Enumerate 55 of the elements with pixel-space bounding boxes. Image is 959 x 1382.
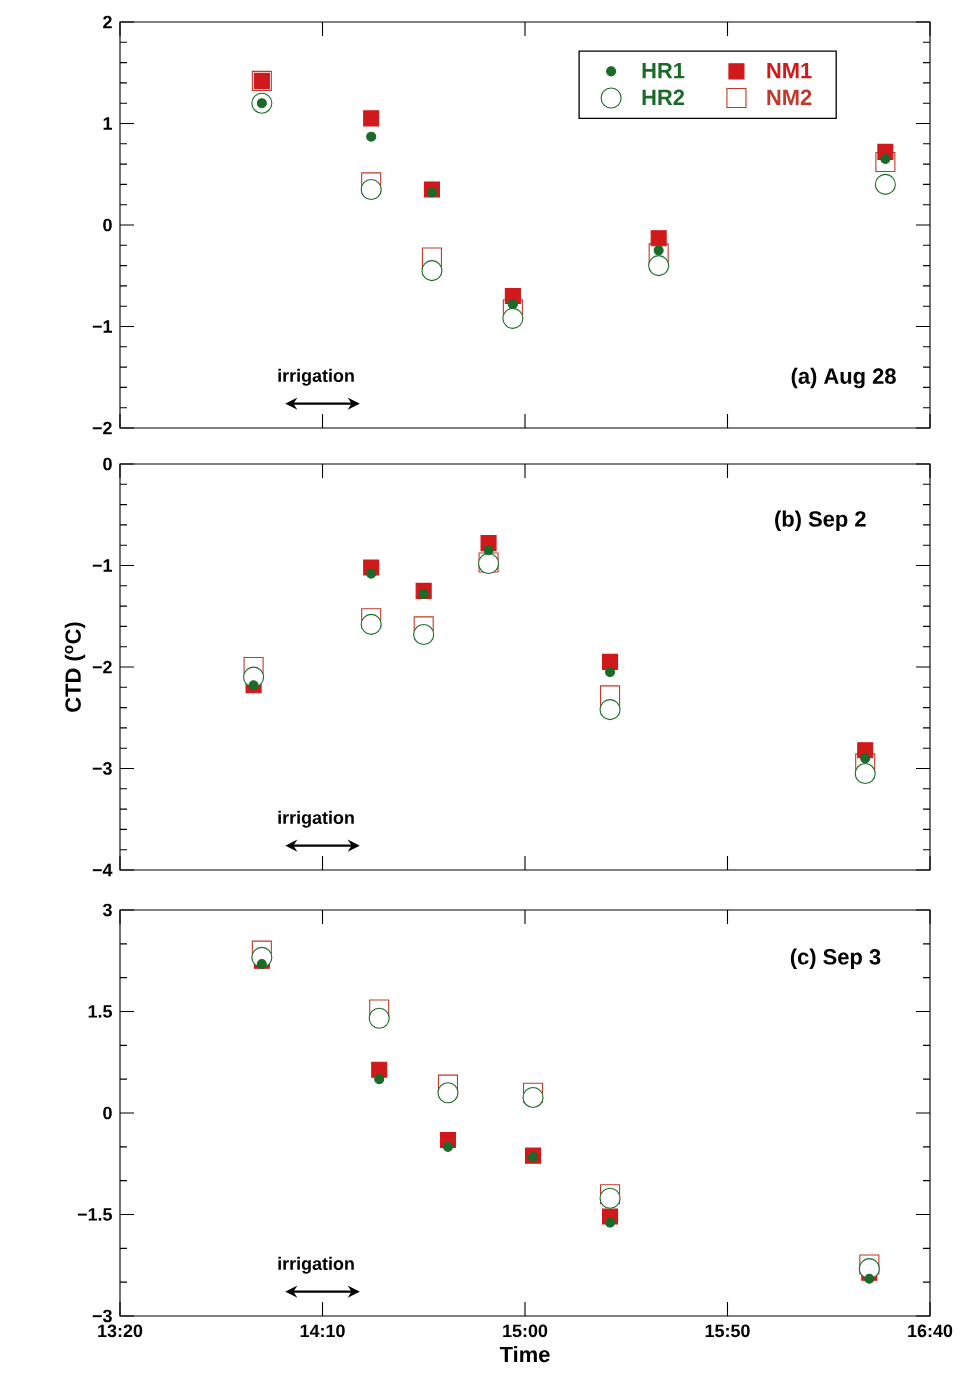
point bbox=[374, 1074, 385, 1085]
legend-label: HR1 bbox=[642, 63, 685, 79]
point bbox=[426, 187, 437, 198]
point bbox=[366, 131, 377, 142]
point bbox=[599, 699, 621, 721]
x-axis-title: Time bbox=[499, 1346, 550, 1363]
y-tick-label: 0 bbox=[103, 218, 112, 232]
point bbox=[602, 653, 619, 670]
annotation: irrigation bbox=[278, 810, 354, 828]
legend-label: NM1 bbox=[767, 63, 812, 79]
y-axis-title: CTD ($^{o}$C) bbox=[64, 622, 86, 712]
point bbox=[605, 667, 616, 678]
y-tick-label: 1 bbox=[103, 117, 112, 130]
point bbox=[437, 1082, 459, 1104]
y-tick-label: −3 bbox=[92, 1309, 112, 1323]
point bbox=[256, 959, 267, 970]
y-tick-label: 1.5 bbox=[88, 1005, 112, 1018]
y-tick-label: −1 bbox=[92, 559, 112, 572]
point bbox=[650, 230, 667, 247]
point bbox=[605, 1217, 616, 1228]
point bbox=[648, 255, 670, 277]
x-tick-label: 14:10 bbox=[300, 1324, 345, 1338]
y-tick-label: −2 bbox=[92, 660, 112, 674]
annotation: irrigation bbox=[278, 368, 354, 386]
point bbox=[483, 545, 494, 556]
y-tick-label: −1 bbox=[92, 320, 112, 333]
annotation: irrigation bbox=[278, 1256, 354, 1274]
x-tick-label: 15:50 bbox=[705, 1324, 750, 1338]
point bbox=[507, 299, 518, 310]
y-tick-label: −3 bbox=[92, 762, 112, 775]
y-tick-label: −1.5 bbox=[77, 1208, 112, 1221]
y-tick-label: 0 bbox=[103, 457, 112, 471]
point bbox=[366, 568, 377, 579]
y-tick-label: 2 bbox=[103, 15, 112, 29]
y-tick-label: −4 bbox=[92, 863, 113, 877]
y-tick-label: −2 bbox=[92, 421, 112, 435]
annotation: (b) Sep 2 bbox=[775, 510, 866, 532]
legend-label: NM2 bbox=[767, 89, 812, 105]
point bbox=[880, 153, 891, 165]
point bbox=[442, 1141, 454, 1152]
point bbox=[860, 753, 871, 764]
point bbox=[864, 1273, 875, 1284]
x-tick-label: 13:20 bbox=[98, 1324, 143, 1338]
point bbox=[522, 1086, 544, 1108]
legend-label: HR2 bbox=[642, 89, 685, 105]
point bbox=[418, 588, 429, 599]
point bbox=[653, 245, 664, 256]
y-tick-label: 3 bbox=[102, 903, 112, 917]
point bbox=[363, 110, 380, 127]
annotation: (c) Sep 3 bbox=[790, 948, 881, 969]
point bbox=[527, 1151, 539, 1163]
y-tick-label: 0 bbox=[103, 1106, 112, 1120]
annotation: (a) Aug 28 bbox=[791, 367, 896, 389]
x-tick-label: 16:40 bbox=[908, 1324, 953, 1338]
x-tick-label: 15:00 bbox=[503, 1324, 548, 1338]
